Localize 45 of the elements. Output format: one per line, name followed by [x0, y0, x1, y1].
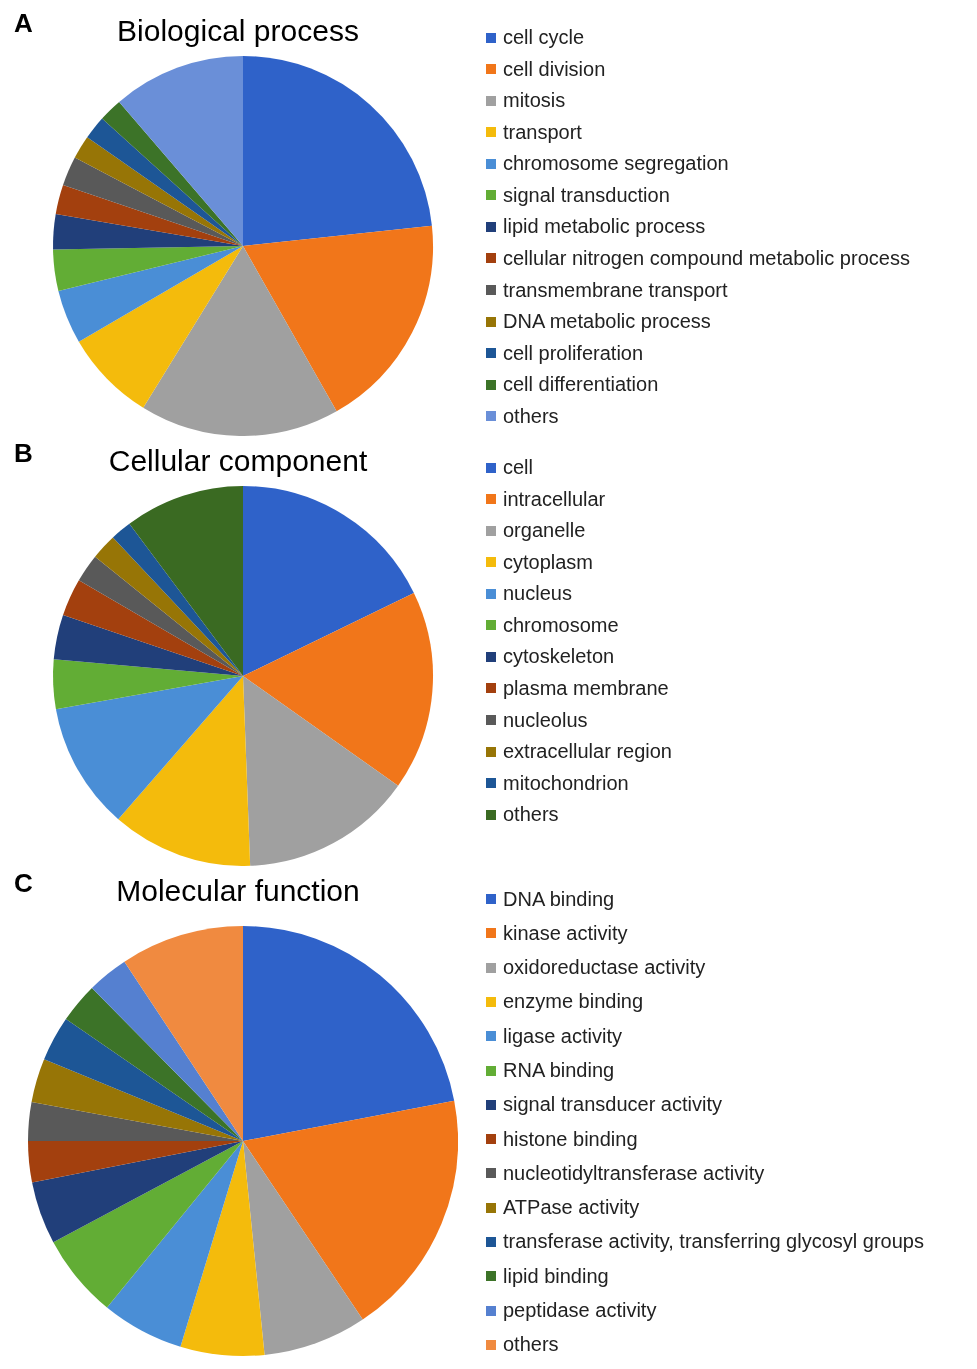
- legend-label: kinase activity: [503, 921, 628, 945]
- legend-label: lipid binding: [503, 1264, 609, 1288]
- chart-title: Cellular component: [108, 444, 368, 477]
- chart-title: Molecular function: [116, 874, 360, 907]
- legend-label: cell: [503, 456, 534, 480]
- legend-label: transport: [503, 120, 582, 144]
- legend-label: peptidase activity: [503, 1299, 657, 1323]
- legend-label: others: [503, 803, 559, 827]
- legend-label: cell proliferation: [503, 341, 644, 365]
- legend-label: ATPase activity: [503, 1196, 640, 1220]
- legend-label: DNA binding: [503, 887, 615, 911]
- legend-label: organelle: [503, 519, 586, 543]
- legend-label: chromosome: [503, 613, 619, 637]
- legend-label: intracellular: [503, 487, 606, 511]
- legend-label: nucleus: [503, 582, 572, 606]
- legend-label: RNA binding: [503, 1059, 615, 1083]
- legend-label: enzyme binding: [503, 990, 644, 1014]
- legend-label: nucleolus: [503, 708, 588, 732]
- legend-label: cell differentiation: [503, 373, 659, 397]
- legend-label: cellular nitrogen compound metabolic process: [503, 246, 910, 270]
- legend-label: nucleotidyltransferase activity: [503, 1161, 765, 1185]
- legend-label: chromosome segregation: [503, 152, 729, 176]
- chart-title: Biological process: [117, 14, 359, 47]
- legend-label: signal transduction: [503, 183, 670, 207]
- legend-label: oxidoreductase activity: [503, 956, 706, 980]
- legend-label: transferase activity, transferring glycosyl groups: [503, 1230, 924, 1254]
- legend-label: plasma membrane: [503, 676, 669, 700]
- legend-label: lipid metabolic process: [503, 215, 706, 239]
- legend-label: histone binding: [503, 1127, 638, 1151]
- legend-label: transmembrane transport: [503, 278, 728, 302]
- text: A: [14, 8, 33, 39]
- legend-label: mitosis: [503, 89, 566, 113]
- legend-label: others: [503, 1333, 559, 1357]
- legend-label: cytoskeleton: [503, 645, 615, 669]
- legend-label: ligase activity: [503, 1024, 622, 1048]
- legend-label: signal transducer activity: [503, 1093, 722, 1117]
- legend-label: cytoplasm: [503, 550, 594, 574]
- legend-label: cell division: [503, 57, 606, 81]
- text: B: [14, 438, 33, 469]
- legend-label: extracellular region: [503, 740, 672, 764]
- legend-label: mitochondrion: [503, 771, 629, 795]
- legend-label: DNA metabolic process: [503, 310, 711, 334]
- legend-label: cell cycle: [503, 26, 585, 50]
- text: C: [14, 868, 33, 899]
- legend-label: others: [503, 404, 559, 428]
